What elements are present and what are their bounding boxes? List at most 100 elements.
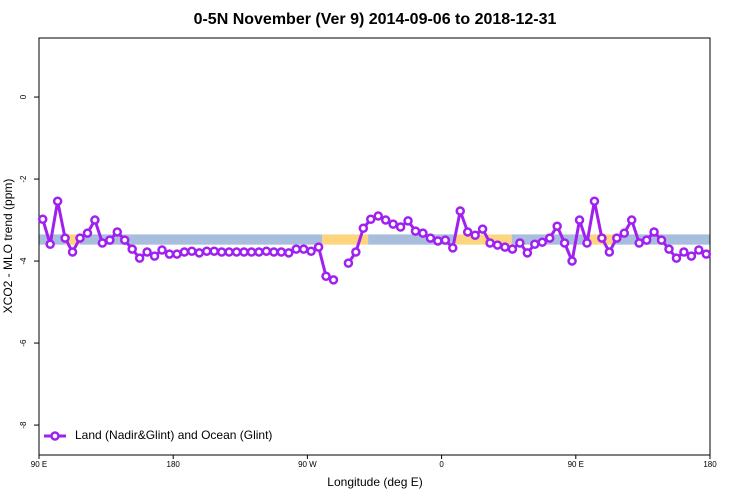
data-point: [470, 230, 480, 240]
y-tick-label: -6: [19, 339, 28, 347]
data-point: [358, 223, 369, 234]
data-point: [284, 248, 294, 258]
data-point: [179, 247, 190, 257]
data-point: [597, 233, 607, 243]
legend-label: Land (Nadir&Glint) and Ocean (Glint): [75, 428, 272, 442]
data-point: [433, 236, 443, 246]
data-point: [52, 196, 63, 206]
data-point: [462, 227, 473, 237]
data-point: [276, 247, 287, 257]
data-point: [507, 244, 518, 254]
surface-band: [455, 234, 512, 245]
data-point: [649, 227, 659, 237]
data-point: [187, 246, 197, 256]
x-axis-label: Longitude (deg E): [327, 475, 422, 489]
data-point: [366, 214, 376, 224]
data-point: [641, 235, 652, 245]
data-point: [119, 235, 130, 245]
data-point: [157, 245, 167, 255]
data-point: [209, 246, 219, 256]
data-point: [351, 247, 361, 257]
data-point: [380, 215, 391, 225]
data-point: [694, 245, 704, 255]
data-point: [164, 249, 175, 259]
data-point: [485, 238, 495, 248]
data-point: [403, 216, 413, 226]
data-point: [626, 215, 637, 225]
data-point: [522, 248, 533, 258]
data-point: [515, 238, 525, 248]
data-point: [589, 196, 600, 206]
data-point: [172, 249, 182, 259]
surface-band: [80, 234, 323, 245]
plot-frame: [38, 37, 711, 456]
x-tick-label: 90 E: [31, 460, 47, 469]
data-point: [142, 247, 152, 257]
data-point: [261, 246, 272, 256]
data-point: [269, 247, 279, 257]
surface-band: [368, 234, 456, 245]
data-point: [328, 275, 339, 285]
data-point: [492, 240, 503, 250]
x-tick-label: 90 E: [568, 460, 584, 469]
data-point: [75, 233, 85, 243]
data-point: [134, 253, 145, 263]
data-point: [656, 235, 667, 245]
data-point: [500, 242, 510, 252]
data-point: [149, 251, 160, 261]
data-point: [60, 233, 70, 243]
y-tick-label: 0: [19, 94, 28, 99]
data-point: [373, 211, 383, 221]
data-point: [448, 243, 458, 253]
data-point: [619, 228, 630, 238]
data-point: [537, 237, 547, 247]
x-tick-label: 0: [439, 460, 444, 469]
data-point: [239, 247, 249, 257]
data-point: [582, 238, 592, 248]
data-point: [202, 246, 212, 256]
data-point: [455, 206, 465, 216]
data-point: [530, 239, 540, 249]
data-point: [45, 239, 55, 249]
data-point: [105, 235, 115, 245]
data-point: [306, 246, 316, 256]
data-point: [127, 244, 137, 254]
data-point: [671, 253, 682, 263]
chart-title: 0-5N November (Ver 9) 2014-09-06 to 2018…: [194, 11, 557, 28]
data-point: [291, 244, 301, 254]
data-point: [194, 248, 205, 258]
y-tick-label: -4: [19, 257, 28, 265]
data-point: [254, 247, 264, 257]
y-axis-label: XCO2 - MLO trend (ppm): [1, 179, 15, 314]
data-point: [567, 256, 577, 266]
data-point: [37, 214, 48, 224]
data-point: [67, 247, 78, 257]
data-point: [664, 244, 674, 254]
surface-band: [322, 234, 369, 245]
data-point: [686, 251, 697, 261]
data-point: [388, 219, 398, 229]
data-point: [679, 247, 689, 257]
data-point: [634, 238, 644, 248]
data-point: [425, 233, 436, 243]
data-point: [246, 247, 257, 257]
y-tick-label: -2: [19, 175, 28, 183]
data-point: [112, 227, 123, 237]
data-point: [298, 244, 309, 254]
data-point: [97, 238, 108, 248]
data-point: [604, 247, 615, 257]
data-point: [231, 247, 242, 257]
data-point: [410, 226, 421, 236]
data-point: [477, 224, 488, 234]
x-tick-label: 180: [703, 460, 717, 469]
data-point: [612, 233, 622, 243]
data-point: [313, 242, 324, 252]
data-point: [216, 247, 227, 257]
data-point: [701, 249, 712, 259]
legend-marker: [50, 431, 60, 441]
data-point: [552, 221, 562, 231]
data-point: [321, 271, 331, 281]
surface-band: [65, 234, 81, 245]
data-point: [418, 228, 428, 238]
